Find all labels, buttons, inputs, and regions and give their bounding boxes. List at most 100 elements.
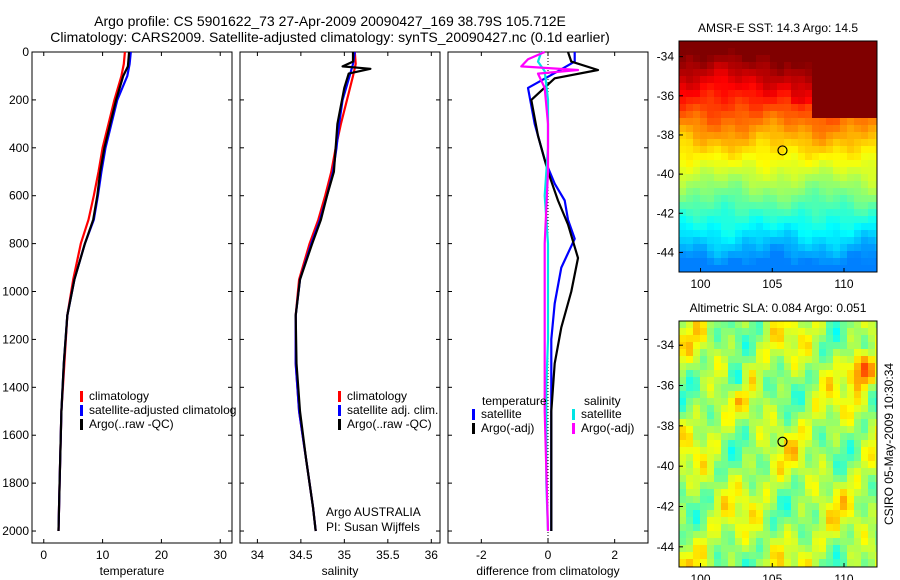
heatmap-cell: [798, 237, 806, 245]
heatmap-cell: [721, 111, 729, 119]
heatmap-cell: [756, 419, 764, 427]
heatmap-cell: [777, 216, 785, 224]
heatmap-cell: [728, 55, 736, 63]
heatmap-cell: [693, 405, 701, 413]
heatmap-cell: [756, 349, 764, 357]
heatmap-cell: [714, 230, 722, 238]
heatmap-cell: [742, 188, 750, 196]
heatmap-cell: [714, 174, 722, 182]
heatmap-cell: [833, 160, 841, 168]
heatmap-cell: [840, 104, 848, 112]
heatmap-cell: [770, 230, 778, 238]
heatmap-cell: [833, 503, 841, 511]
heatmap-cell: [854, 69, 862, 77]
heatmap-cell: [847, 69, 855, 77]
heatmap-cell: [770, 426, 778, 434]
heatmap-cell: [840, 426, 848, 434]
heatmap-cell: [763, 517, 771, 525]
heatmap-cell: [875, 496, 878, 504]
heatmap-cell: [868, 69, 876, 77]
heatmap-cell: [875, 188, 878, 196]
heatmap-cell: [854, 111, 862, 119]
heatmap-cell: [742, 48, 750, 56]
heatmap-cell: [819, 209, 827, 217]
heatmap-cell: [742, 440, 750, 448]
heatmap-cell: [742, 496, 750, 504]
heatmap-cell: [819, 496, 827, 504]
heatmap-cell: [714, 132, 722, 140]
heatmap-cell: [812, 230, 820, 238]
heatmap-cell: [805, 209, 813, 217]
heatmap-cell: [812, 335, 820, 343]
heatmap-cell: [805, 447, 813, 455]
heatmap-cell: [749, 174, 757, 182]
heatmap-cell: [770, 167, 778, 175]
legend-swatch: [80, 405, 83, 416]
heatmap-cell: [735, 468, 743, 476]
heatmap-cell: [784, 356, 792, 364]
heatmap-cell: [714, 48, 722, 56]
heatmap-cell: [735, 244, 743, 252]
heatmap-cell: [742, 174, 750, 182]
x-tick-label: 35.5: [376, 548, 400, 562]
heatmap-cell: [770, 258, 778, 266]
heatmap-cell: [819, 482, 827, 490]
heatmap-cell: [791, 482, 799, 490]
heatmap-cell: [756, 335, 764, 343]
heatmap-cell: [700, 237, 708, 245]
heatmap-cell: [700, 447, 708, 455]
heatmap-cell: [756, 209, 764, 217]
heatmap-cell: [735, 426, 743, 434]
heatmap-cell: [840, 335, 848, 343]
heatmap-cell: [819, 167, 827, 175]
heatmap-cell: [805, 496, 813, 504]
heatmap-cell: [721, 202, 729, 210]
heatmap-cell: [875, 321, 878, 329]
heatmap-cell: [854, 237, 862, 245]
heatmap-cell: [735, 111, 743, 119]
heatmap-cell: [875, 216, 878, 224]
heatmap-cell: [812, 160, 820, 168]
heatmap-cell: [735, 538, 743, 546]
heatmap-cell: [784, 202, 792, 210]
heatmap-cell: [777, 97, 785, 105]
heatmap-cell: [819, 545, 827, 553]
heatmap-cell: [749, 111, 757, 119]
heatmap-cell: [693, 139, 701, 147]
heatmap-cell: [777, 503, 785, 511]
heatmap-cell: [679, 531, 687, 539]
heatmap-cell: [735, 377, 743, 385]
heatmap-cell: [749, 76, 757, 84]
heatmap-cell: [707, 349, 715, 357]
heatmap-cell: [791, 209, 799, 217]
heatmap-cell: [791, 363, 799, 371]
heatmap-cell: [763, 265, 771, 273]
heatmap-cell: [805, 160, 813, 168]
heatmap-cell: [735, 545, 743, 553]
heatmap-cell: [714, 524, 722, 532]
heatmap-cell: [714, 363, 722, 371]
heatmap-cell: [777, 132, 785, 140]
heatmap-cell: [868, 433, 876, 441]
heatmap-cell: [847, 202, 855, 210]
heatmap-cell: [854, 461, 862, 469]
heatmap-cell: [791, 181, 799, 189]
heatmap-cell: [686, 230, 694, 238]
heatmap-cell: [861, 41, 869, 49]
heatmap-cell: [707, 125, 715, 133]
heatmap-cell: [777, 244, 785, 252]
heatmap-cell: [679, 209, 687, 217]
heatmap-cell: [805, 167, 813, 175]
heatmap-cell: [861, 125, 869, 133]
heatmap-cell: [819, 132, 827, 140]
heatmap-cell: [679, 419, 687, 427]
heatmap-cell: [819, 202, 827, 210]
heatmap-cell: [833, 370, 841, 378]
heatmap-cell: [770, 97, 778, 105]
heatmap-cell: [693, 195, 701, 203]
heatmap-cell: [679, 545, 687, 553]
heatmap-cell: [707, 454, 715, 462]
heatmap-cell: [798, 69, 806, 77]
heatmap-cell: [742, 475, 750, 483]
heatmap-cell: [777, 559, 785, 567]
